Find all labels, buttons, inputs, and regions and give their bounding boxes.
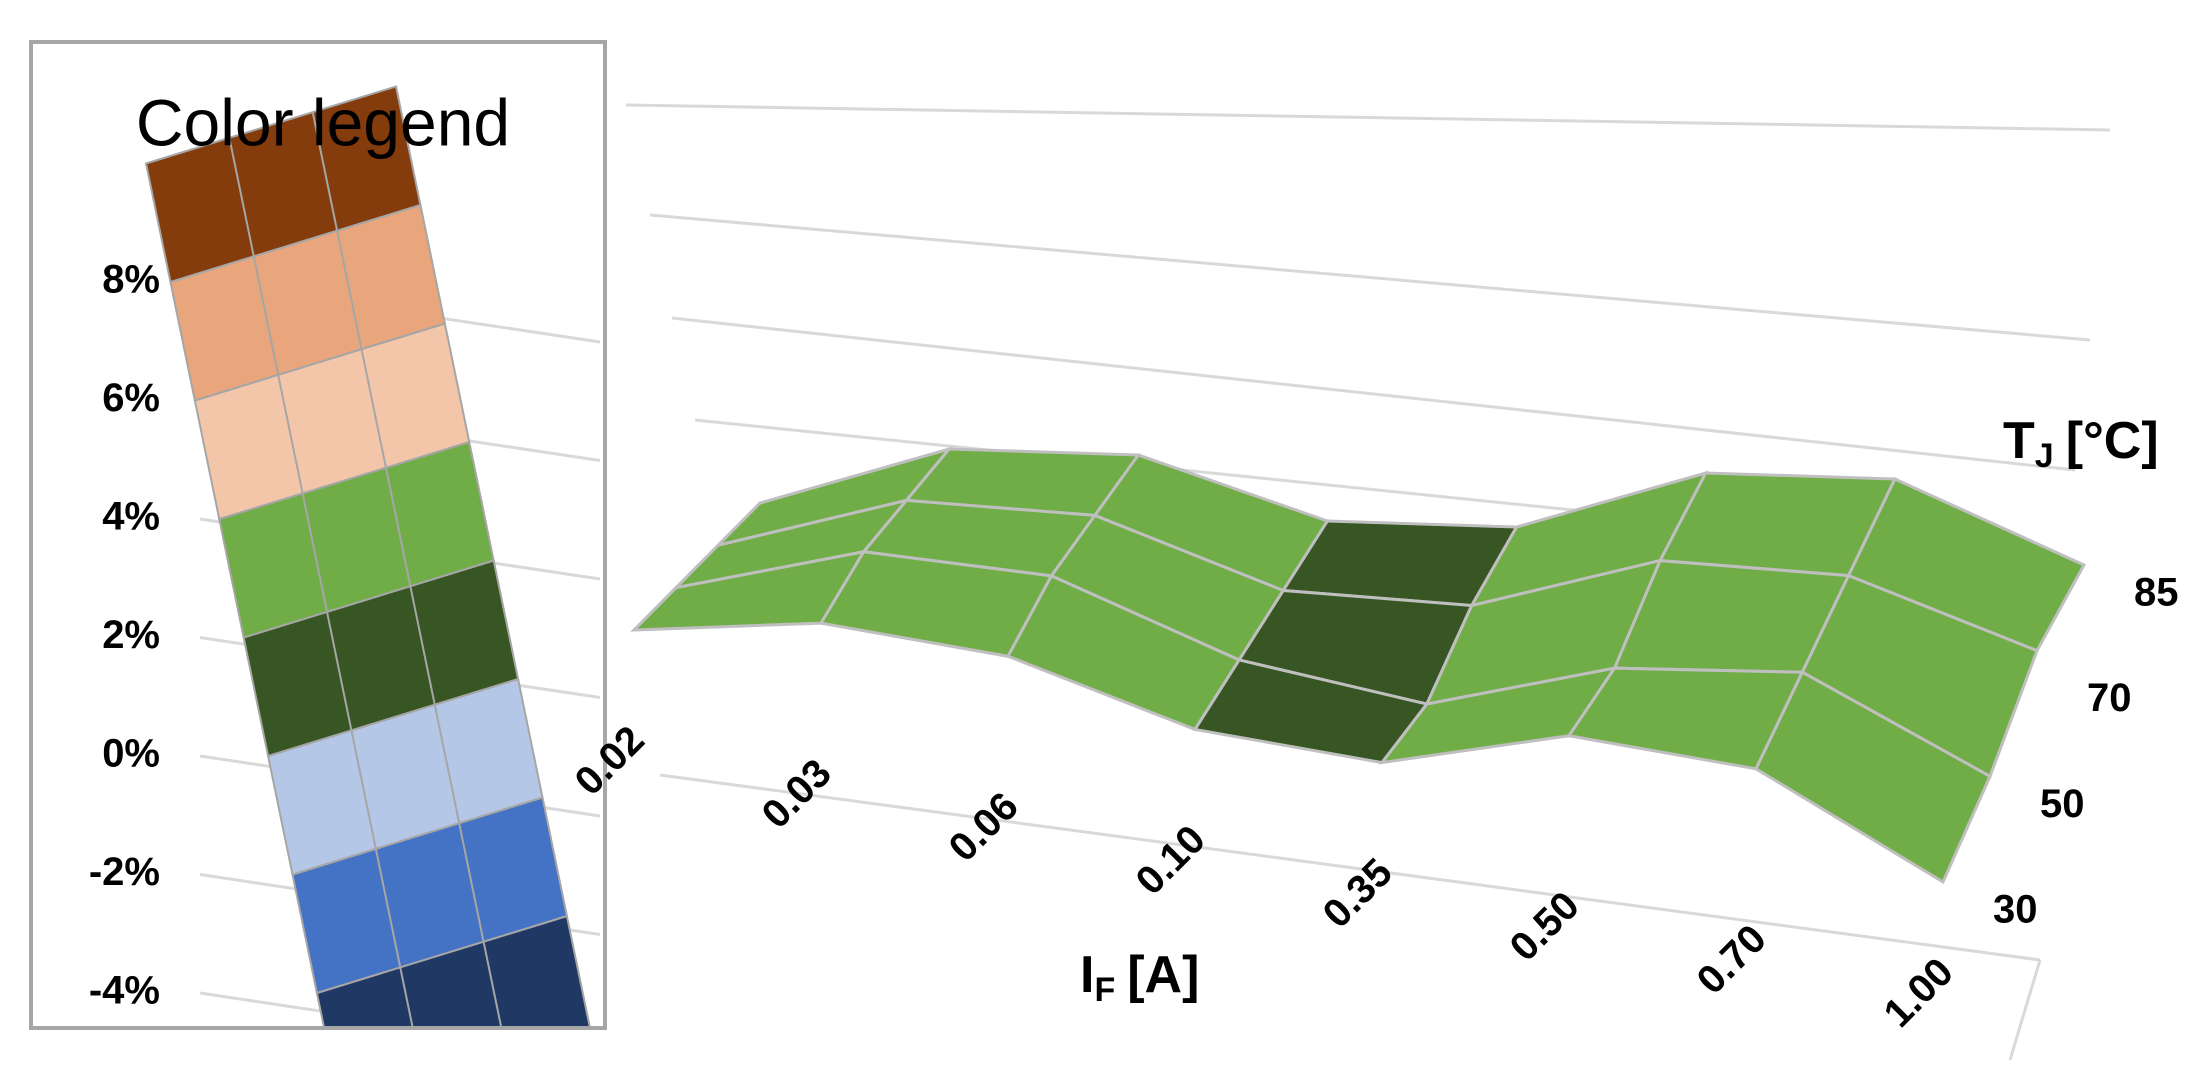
y-axis-title-symbol: T: [2003, 412, 2035, 470]
legend-divider: [228, 137, 414, 1026]
x-tick-label: 1.00: [1876, 950, 1962, 1036]
floor-line: [659, 773, 2041, 962]
floor-line: [2008, 959, 2042, 1061]
depth-tick-label: 70: [2087, 676, 2132, 720]
z-tick-label: -4%: [89, 969, 160, 1013]
z-tick-label: 6%: [102, 376, 160, 420]
surface-cell: [1754, 670, 1992, 885]
wall-line: [649, 213, 2091, 342]
legend-divider: [311, 111, 502, 1026]
legend-title: Color legend: [136, 85, 510, 159]
y-axis-title-subscript: J: [2035, 437, 2054, 475]
depth-tick-label: 30: [1993, 888, 2038, 932]
wall-line: [671, 316, 2076, 472]
x-tick-label: 0.10: [1128, 817, 1214, 903]
x-axis-title-symbol: I: [1080, 946, 1094, 1004]
depth-tick-label: 85: [2134, 571, 2179, 615]
x-axis-title-unit: [A]: [1127, 946, 1199, 1004]
z-tick-label: 2%: [102, 613, 160, 657]
x-axis-title: IF [A]: [1080, 946, 1199, 1009]
legend: [144, 85, 601, 1026]
x-tick-label: 0.03: [754, 751, 840, 837]
z-tick-label: 4%: [102, 495, 160, 539]
z-tick-label: 0%: [102, 732, 160, 776]
depth-tick-label: 50: [2040, 782, 2085, 826]
z-tick-label: 8%: [102, 258, 160, 302]
z-tick-label: -2%: [89, 850, 160, 894]
surface-plot: [630, 446, 2087, 885]
wall-line: [625, 103, 2111, 132]
x-tick-label: 0.70: [1689, 917, 1775, 1003]
x-tick-label: 0.06: [941, 784, 1027, 870]
y-axis-title: TJ [°C]: [2003, 412, 2159, 475]
y-axis-title-unit: [°C]: [2066, 412, 2159, 470]
x-axis-title-subscript: F: [1094, 971, 1115, 1009]
